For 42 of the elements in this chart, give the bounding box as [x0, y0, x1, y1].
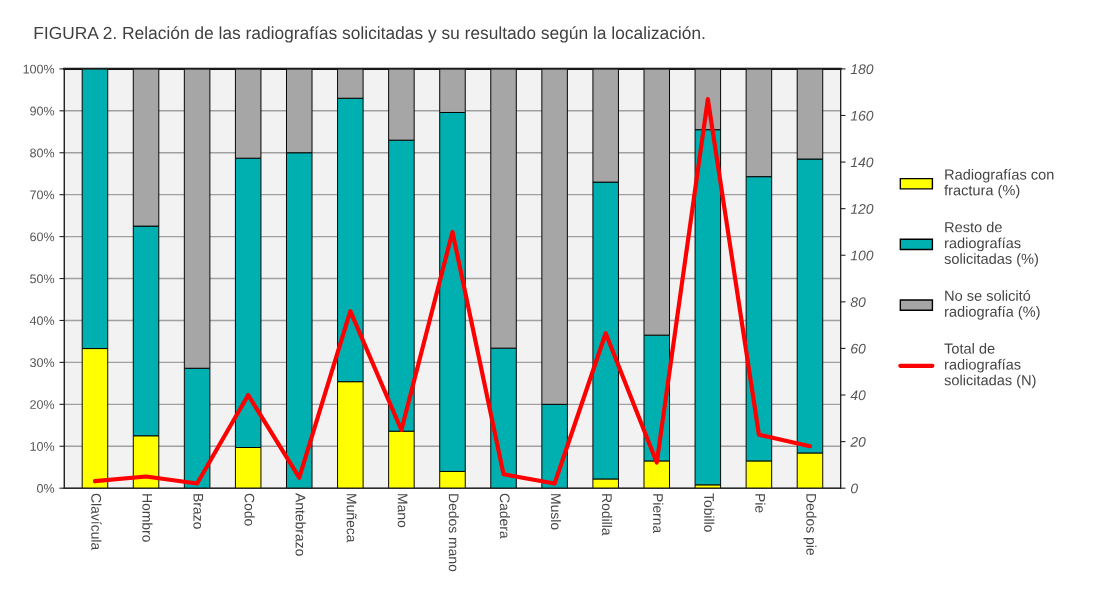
y2-tick-label: 140: [850, 157, 874, 168]
y-tick-label: 80%: [30, 148, 55, 158]
y2-tick-label: 100: [850, 250, 874, 261]
y-tick-label: 40%: [29, 316, 55, 326]
x-tick-label: Dedos mano: [448, 494, 459, 572]
x-tick-label: Muslo: [550, 494, 562, 530]
line-series: [92, 97, 813, 486]
x-tick-label: Antebrazo: [295, 493, 306, 556]
y-tick-label: 0%: [37, 483, 55, 493]
y-tick-label: 90%: [30, 106, 55, 116]
y2-tick-label: 180: [850, 64, 874, 75]
y2-tick-label: 160: [850, 110, 874, 121]
x-tick-label: Codo: [244, 493, 255, 526]
x-tick-label: Tobillo: [704, 493, 715, 532]
y2-tick-label: 40: [850, 390, 866, 401]
y-tick-label: 20%: [30, 400, 55, 409]
legend-label: Total de radiografías solicitadas (N): [944, 343, 1036, 389]
y-tick-label: 30%: [30, 358, 55, 368]
y-tick-label: 50%: [30, 274, 55, 284]
x-tick-label: Clavícula: [91, 493, 102, 551]
y2-tick-label: 20: [850, 436, 866, 447]
y-tick-label: 60%: [30, 232, 55, 242]
x-tick-label: Cadera: [499, 493, 511, 539]
y2-tick-label: 0: [850, 483, 858, 494]
y-tick-label: 100%: [23, 64, 55, 74]
x-tick-label: Hombro: [142, 494, 153, 542]
y2-tick-label: 80: [850, 297, 866, 307]
y-tick-label: 10%: [30, 442, 55, 451]
x-tick-label: Dedos pie: [803, 494, 817, 555]
legend-label: Radiografías con fractura (%): [944, 168, 1054, 199]
x-tick-label: Pie: [755, 494, 766, 513]
x-tick-label: Brazo: [193, 494, 204, 529]
x-tick-label: Pierna: [653, 494, 664, 534]
legend-label: No se solicitó radiografía (%): [945, 290, 1040, 320]
y2-tick-label: 120: [850, 203, 874, 214]
x-tick-label: Muñeca: [346, 494, 357, 543]
legend-label: Resto de radiografías solicitadas (%): [944, 221, 1038, 267]
x-tick-label: Mano: [397, 494, 408, 528]
chart-title: FIGURA 2. Relación de las radiografías solicitadas y su resultado según la localización.: [34, 26, 705, 43]
y2-tick-label: 60: [851, 343, 866, 354]
y-tick-label: 70%: [30, 190, 55, 200]
x-tick-label: Rodilla: [601, 494, 613, 536]
